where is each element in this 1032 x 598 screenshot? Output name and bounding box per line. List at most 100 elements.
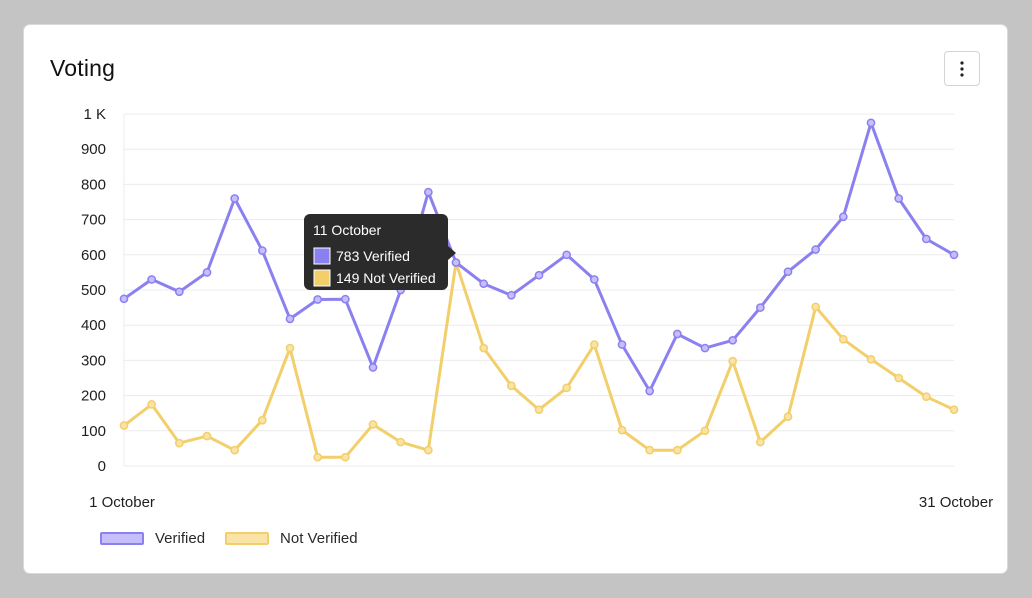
data-point-verified[interactable] <box>562 250 572 260</box>
y-tick-label: 700 <box>81 212 106 229</box>
data-point-verified[interactable] <box>617 340 627 349</box>
data-point-not-verified[interactable] <box>423 445 433 455</box>
data-point-verified[interactable] <box>257 246 267 255</box>
data-point-verified[interactable] <box>119 294 129 304</box>
data-point-not-verified[interactable] <box>728 356 738 366</box>
legend-label-verified: Verified <box>155 530 206 547</box>
data-point-not-verified[interactable] <box>174 438 184 448</box>
legend-swatch-not-verified <box>225 532 270 545</box>
y-tick-label: 0 <box>98 458 106 475</box>
legend-swatch-verified <box>100 532 144 545</box>
data-point-verified[interactable] <box>894 194 904 203</box>
data-point-not-verified[interactable] <box>285 343 295 353</box>
data-point-not-verified[interactable] <box>755 437 765 447</box>
data-point-not-verified[interactable] <box>617 425 627 435</box>
tooltip-value: 149 Not Verified <box>336 270 436 286</box>
data-point-not-verified[interactable] <box>562 383 572 393</box>
series-line-verified <box>122 121 956 393</box>
data-point-not-verified[interactable] <box>589 340 599 349</box>
data-point-verified[interactable] <box>202 268 212 277</box>
more-options-button[interactable] <box>944 51 980 86</box>
series-verified <box>119 118 959 396</box>
legend-item-verified[interactable]: Verified <box>100 530 205 547</box>
data-point-verified[interactable] <box>783 267 793 277</box>
data-point-not-verified[interactable] <box>147 400 157 409</box>
data-point-verified[interactable] <box>949 250 959 260</box>
y-axis: 0 100 200 300 400 500 600 700 800 900 1 K <box>81 106 125 475</box>
y-tick-label: 600 <box>81 247 106 264</box>
data-point-verified[interactable] <box>340 294 350 304</box>
data-point-not-verified[interactable] <box>119 421 129 430</box>
data-point-verified[interactable] <box>838 212 848 222</box>
legend: Verified Not Verified <box>100 530 378 547</box>
data-point-verified[interactable] <box>534 270 544 280</box>
data-point-verified[interactable] <box>423 187 433 197</box>
series-not-verified <box>119 258 959 462</box>
voting-card: Voting 0 100 200 300 400 500 600 700 800 900 1 K 1… <box>24 25 1007 573</box>
data-point-not-verified[interactable] <box>921 392 931 402</box>
y-tick-label: 400 <box>81 317 106 334</box>
data-point-not-verified[interactable] <box>257 415 267 425</box>
data-point-verified[interactable] <box>479 279 489 289</box>
tooltip-date: 11 October <box>313 222 382 238</box>
y-tick-label: 300 <box>81 352 106 369</box>
data-point-verified[interactable] <box>285 314 295 324</box>
data-point-verified[interactable] <box>921 234 931 244</box>
data-point-not-verified[interactable] <box>202 431 212 441</box>
data-point-not-verified[interactable] <box>783 412 793 422</box>
kebab-vertical-icon <box>960 60 964 77</box>
data-point-verified[interactable] <box>368 363 378 372</box>
data-point-verified[interactable] <box>866 118 876 128</box>
data-point-verified[interactable] <box>451 258 461 267</box>
x-tick-label-end: 31 October <box>919 494 993 511</box>
data-point-verified[interactable] <box>230 194 240 203</box>
data-point-verified[interactable] <box>589 275 599 284</box>
data-point-not-verified[interactable] <box>368 420 378 429</box>
tooltip-value: 783 Verified <box>336 248 410 264</box>
tooltip-swatch <box>313 247 331 265</box>
legend-label-not-verified: Not Verified <box>280 530 358 547</box>
legend-item-not-verified[interactable]: Not Verified <box>225 530 358 547</box>
data-point-not-verified[interactable] <box>645 445 655 455</box>
series <box>119 118 959 462</box>
voting-line-chart: 0 100 200 300 400 500 600 700 800 900 1 K 1 Octobe… <box>81 106 993 511</box>
data-point-not-verified[interactable] <box>396 437 406 447</box>
data-point-not-verified[interactable] <box>340 452 350 462</box>
x-axis: 1 October 31 October <box>89 494 993 511</box>
data-point-verified[interactable] <box>147 275 157 284</box>
data-point-not-verified[interactable] <box>313 452 323 462</box>
data-point-verified[interactable] <box>728 335 738 345</box>
data-point-not-verified[interactable] <box>811 302 821 312</box>
y-tick-label: 500 <box>81 282 106 299</box>
data-point-verified[interactable] <box>506 290 516 300</box>
y-tick-label: 200 <box>81 388 106 405</box>
data-point-verified[interactable] <box>174 287 184 297</box>
data-point-verified[interactable] <box>700 343 710 353</box>
y-tick-label: 100 <box>81 423 106 440</box>
data-point-verified[interactable] <box>672 329 682 339</box>
data-point-not-verified[interactable] <box>866 354 876 364</box>
grid-lines <box>124 113 954 467</box>
y-tick-label: 1 K <box>83 106 106 123</box>
data-point-not-verified[interactable] <box>700 426 710 436</box>
data-point-verified[interactable] <box>811 245 821 254</box>
data-point-verified[interactable] <box>313 295 323 304</box>
card-title: Voting <box>50 55 116 81</box>
tooltip-box <box>304 214 448 290</box>
data-point-not-verified[interactable] <box>672 445 682 455</box>
tooltip: 11 October 783 Verified 149 Not Verified <box>304 214 456 290</box>
data-point-not-verified[interactable] <box>838 334 848 344</box>
series-line-not-verified <box>122 261 956 459</box>
data-point-not-verified[interactable] <box>479 343 489 353</box>
x-tick-label-start: 1 October <box>89 494 155 511</box>
data-point-not-verified[interactable] <box>894 373 904 383</box>
data-point-not-verified[interactable] <box>230 445 240 455</box>
data-point-verified[interactable] <box>755 303 765 312</box>
data-point-verified[interactable] <box>645 386 655 396</box>
data-point-not-verified[interactable] <box>534 405 544 415</box>
y-tick-label: 900 <box>81 141 106 158</box>
data-point-not-verified[interactable] <box>949 405 959 415</box>
y-tick-label: 800 <box>81 176 106 193</box>
data-point-not-verified[interactable] <box>506 381 516 391</box>
tooltip-pointer <box>448 246 456 260</box>
